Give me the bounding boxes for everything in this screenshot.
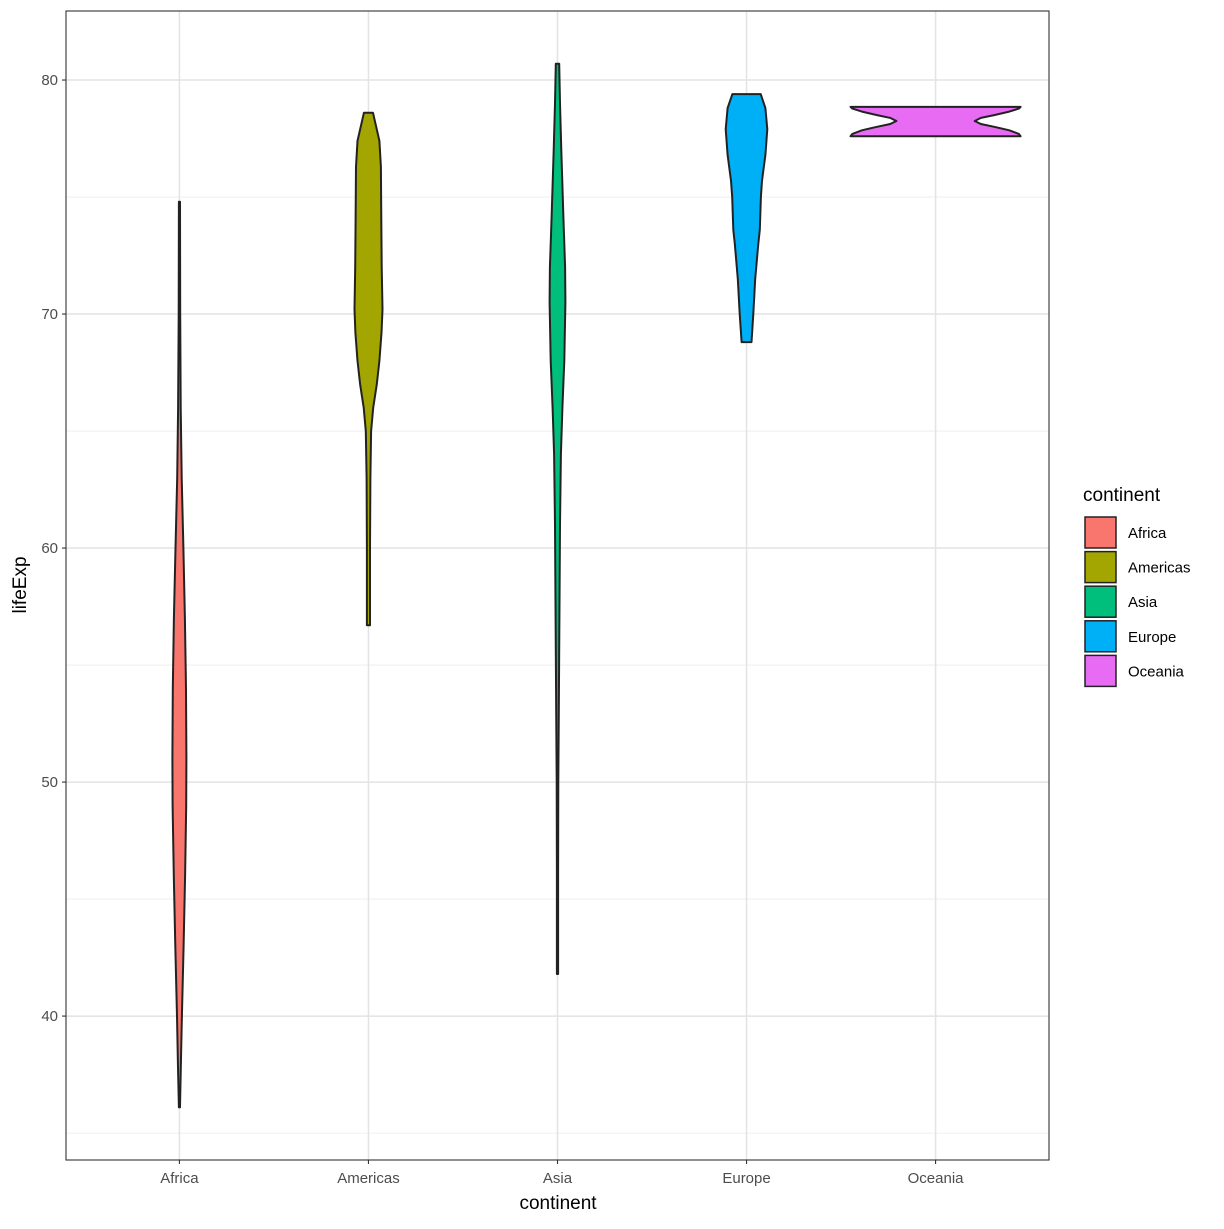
y-tick-label: 70 bbox=[41, 306, 58, 323]
legend-key-asia bbox=[1084, 585, 1117, 618]
legend-label: Oceania bbox=[1128, 663, 1185, 680]
y-tick-label: 60 bbox=[41, 540, 58, 557]
legend-label: Asia bbox=[1128, 594, 1158, 611]
violins bbox=[171, 62, 1022, 1109]
x-tick-label: Americas bbox=[337, 1170, 400, 1187]
x-axis-title: continent bbox=[519, 1193, 597, 1214]
legend-label: Europe bbox=[1128, 629, 1176, 646]
violin-europe bbox=[724, 93, 769, 344]
y-axis-title: lifeExp bbox=[10, 556, 31, 613]
y-axis: 40 50 60 70 80 bbox=[41, 72, 66, 1025]
legend-label: Africa bbox=[1128, 525, 1167, 542]
legend-key-europe bbox=[1084, 620, 1117, 653]
legend-key-africa bbox=[1084, 516, 1117, 549]
x-tick-label: Asia bbox=[543, 1170, 573, 1187]
x-axis: Africa Americas Asia Europe Oceania bbox=[160, 1160, 964, 1187]
violin-oceania bbox=[849, 105, 1022, 138]
legend-title: continent bbox=[1083, 485, 1161, 506]
violin-americas bbox=[353, 111, 384, 627]
y-tick-label: 80 bbox=[41, 72, 58, 89]
x-tick-label: Europe bbox=[722, 1170, 770, 1187]
legend-label: Americas bbox=[1128, 560, 1191, 577]
y-tick-label: 40 bbox=[41, 1008, 58, 1025]
violin-africa bbox=[171, 200, 188, 1109]
violin-asia bbox=[548, 62, 567, 975]
legend-key-americas bbox=[1084, 550, 1117, 584]
x-tick-label: Africa bbox=[160, 1170, 199, 1187]
y-tick-label: 50 bbox=[41, 774, 58, 791]
x-tick-label: Oceania bbox=[908, 1170, 965, 1187]
legend: continent Africa Americas Asia Europe Oceani… bbox=[1083, 485, 1191, 688]
legend-key-oceania bbox=[1084, 654, 1117, 688]
